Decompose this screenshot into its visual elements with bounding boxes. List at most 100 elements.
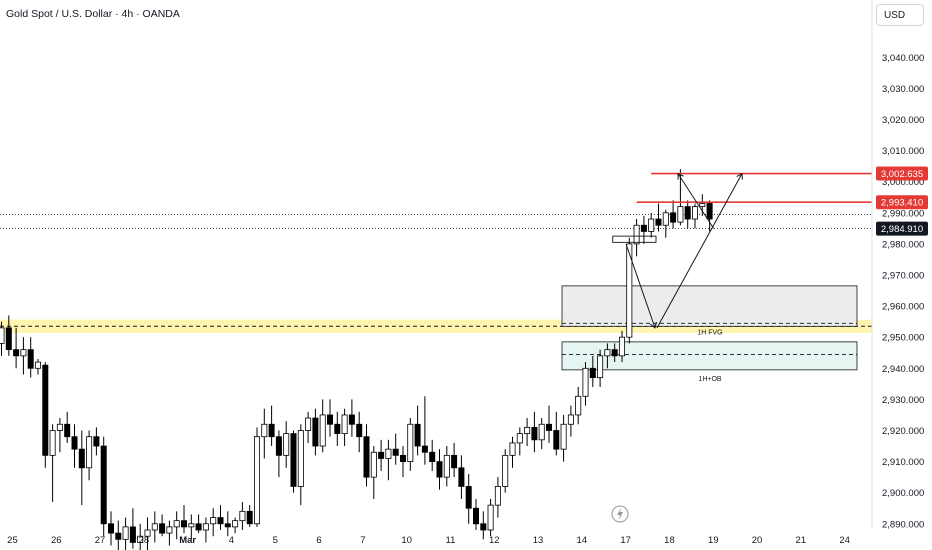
candle-body — [268, 423, 275, 438]
candle-body — [108, 523, 115, 534]
candle-body — [458, 467, 465, 487]
candle-body — [86, 436, 93, 469]
time-tick-label: 26 — [51, 535, 62, 546]
candle-body — [159, 523, 166, 534]
candle-body — [27, 349, 34, 369]
candle-body — [648, 218, 655, 232]
price-tick-label: 2,990.000 — [882, 208, 924, 219]
candle-body — [326, 414, 333, 425]
candle-body — [553, 430, 560, 450]
candle-body — [224, 523, 231, 528]
currency-selector[interactable]: USD — [876, 4, 924, 26]
candle-body — [71, 436, 78, 450]
candle-body — [363, 436, 370, 478]
candle-body — [261, 423, 268, 438]
lightning-icon[interactable] — [611, 505, 629, 523]
candle-body — [20, 349, 27, 357]
candle-body — [670, 212, 677, 223]
time-tick-label: 6 — [316, 535, 321, 546]
time-tick-label: 11 — [446, 535, 456, 546]
drawings-layer — [612, 172, 872, 329]
fvg-zone — [561, 285, 858, 327]
time-tick-label: 25 — [7, 535, 18, 546]
candle-body — [151, 523, 158, 531]
candle-body — [246, 510, 253, 525]
price-tick-label: 2,980.000 — [882, 239, 924, 250]
candle-body — [436, 461, 443, 478]
candle-body — [699, 203, 706, 207]
candle-body — [399, 454, 406, 462]
price-tag-label: 2,993.410 — [881, 198, 923, 209]
candle-body — [502, 454, 509, 487]
candle-body — [516, 433, 523, 444]
candle-body — [356, 423, 363, 438]
time-tick-label: 21 — [796, 535, 807, 546]
time-tick-label: 4 — [229, 535, 234, 546]
candle-body — [465, 486, 472, 509]
candle-body — [49, 430, 56, 456]
candle-body — [582, 367, 589, 397]
time-tick-label: 20 — [752, 535, 763, 546]
price-tick-label: 2,970.000 — [882, 271, 924, 282]
chart-title: Gold Spot / U.S. Dollar · 4h · OANDA — [6, 8, 180, 20]
candle-body — [210, 517, 217, 525]
price-tick-label: 3,000.000 — [882, 177, 924, 188]
price-tag-label: 2,984.910 — [881, 224, 923, 235]
price-tick-label: 2,940.000 — [882, 364, 924, 375]
arrow-head — [649, 321, 657, 329]
candle-body — [305, 417, 312, 431]
candle-body — [662, 212, 669, 226]
candle-body — [283, 433, 290, 456]
price-axis: 2,890.000 2,900.000 2,910.000 2,920.000 2,93… — [882, 53, 924, 530]
candle-body — [633, 224, 640, 245]
candle-body — [93, 436, 100, 447]
time-tick-label: 14 — [577, 535, 588, 546]
candle-body — [312, 417, 319, 447]
candle-body — [275, 436, 282, 456]
candle-body — [348, 414, 355, 425]
candle-body — [290, 433, 297, 487]
projection-arrow — [625, 243, 656, 329]
candle-body — [589, 367, 596, 379]
projection-arrow — [656, 173, 743, 329]
price-tag — [876, 221, 928, 236]
candles-layer — [0, 169, 713, 550]
candle-body — [538, 423, 545, 441]
candle-body — [494, 486, 501, 506]
candle-body — [480, 523, 487, 531]
candle-body — [597, 355, 604, 379]
candle-body — [319, 414, 326, 447]
candle-body — [64, 423, 71, 438]
price-tag — [876, 166, 928, 181]
candle-body — [341, 414, 348, 434]
candle-body — [407, 423, 414, 462]
price-tick-label: 2,890.000 — [882, 519, 924, 530]
arrow-head — [677, 172, 684, 180]
time-tick-label: 13 — [533, 535, 544, 546]
candle-body — [392, 448, 399, 456]
candle-body — [546, 423, 553, 431]
zone-layer: 1H FVG 1H+OB — [561, 285, 858, 383]
candle-body — [180, 520, 187, 528]
ob-zone-label: 1H+OB — [698, 376, 721, 383]
time-tick-label: 17 — [620, 535, 631, 546]
candle-body — [531, 426, 538, 441]
price-tag-label: 3,002.635 — [881, 169, 923, 180]
candle-body — [42, 364, 49, 456]
time-axis: 25 26 27 28 Mar 4 5 6 7 10 11 12 13 14 17 18 19 20 21 24 — [7, 535, 850, 546]
candle-body — [202, 523, 209, 531]
price-tick-label: 3,020.000 — [882, 115, 924, 126]
candle-body — [604, 349, 611, 357]
candle-body — [692, 206, 699, 220]
time-tick-label: 5 — [273, 535, 278, 546]
price-tick-label: 2,920.000 — [882, 426, 924, 437]
candle-body — [706, 203, 713, 220]
time-tick-label: Mar — [179, 535, 196, 546]
candle-body — [378, 451, 385, 459]
candle-body — [414, 423, 421, 447]
candle-body — [472, 507, 479, 525]
candle-body — [129, 526, 136, 543]
time-tick-label: 12 — [489, 535, 500, 546]
candle-body — [509, 442, 516, 456]
